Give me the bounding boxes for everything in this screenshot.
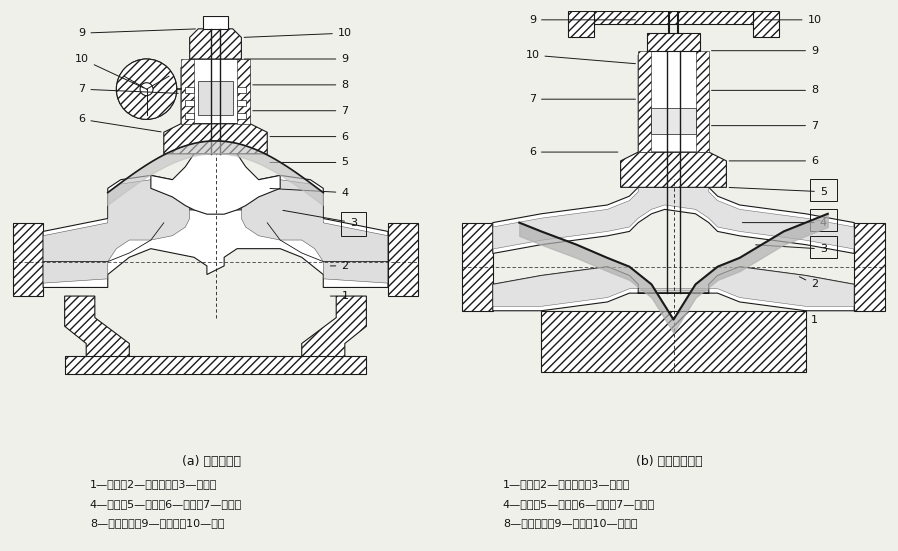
Polygon shape <box>541 311 806 372</box>
Bar <box>810 209 837 231</box>
Polygon shape <box>753 11 779 37</box>
Text: 4—螺钉；5—阀盖；6—阀瓣；7—阀杆；: 4—螺钉；5—阀盖；6—阀瓣；7—阀杆； <box>503 499 656 509</box>
Polygon shape <box>696 51 709 152</box>
Text: (b) 直通式隔膜阀: (b) 直通式隔膜阀 <box>636 455 702 468</box>
Text: 3: 3 <box>283 210 357 228</box>
Polygon shape <box>493 267 854 311</box>
Bar <box>810 179 837 201</box>
Text: (a) 堰式隔膜阀: (a) 堰式隔膜阀 <box>181 455 241 468</box>
Bar <box>185 87 194 94</box>
Polygon shape <box>189 29 242 59</box>
Polygon shape <box>181 59 194 123</box>
Polygon shape <box>198 80 233 115</box>
Text: 7: 7 <box>252 106 348 116</box>
Polygon shape <box>43 180 189 283</box>
Text: 10: 10 <box>244 28 352 38</box>
Text: 4: 4 <box>270 188 348 198</box>
Bar <box>237 100 246 106</box>
Polygon shape <box>638 51 651 152</box>
Text: 8: 8 <box>252 80 348 90</box>
Polygon shape <box>108 141 323 206</box>
Polygon shape <box>854 223 885 311</box>
Text: 9: 9 <box>78 28 196 38</box>
Text: 9: 9 <box>711 46 818 56</box>
Polygon shape <box>181 59 250 123</box>
Bar <box>185 113 194 120</box>
Text: 6: 6 <box>270 132 348 142</box>
Polygon shape <box>302 296 366 361</box>
Text: 9: 9 <box>529 15 636 25</box>
Text: 1—阀体；2—阀体衬里；3—隔膜；: 1—阀体；2—阀体衬里；3—隔膜； <box>503 479 630 489</box>
Polygon shape <box>13 223 43 296</box>
Polygon shape <box>585 11 762 24</box>
Polygon shape <box>493 183 854 249</box>
Polygon shape <box>65 356 366 374</box>
Text: 7: 7 <box>711 121 818 131</box>
Polygon shape <box>237 59 250 123</box>
Text: 1: 1 <box>330 291 348 301</box>
Polygon shape <box>65 296 129 361</box>
Polygon shape <box>151 145 280 214</box>
Polygon shape <box>621 152 726 187</box>
Polygon shape <box>163 123 268 154</box>
Polygon shape <box>651 108 696 134</box>
Text: 7: 7 <box>529 94 636 104</box>
Circle shape <box>140 83 153 96</box>
Text: 6: 6 <box>729 156 818 166</box>
Polygon shape <box>388 223 418 296</box>
Polygon shape <box>242 180 388 283</box>
Text: 10: 10 <box>75 54 144 88</box>
Polygon shape <box>493 179 854 253</box>
Text: 10: 10 <box>764 15 822 25</box>
Bar <box>810 236 837 258</box>
Polygon shape <box>43 175 388 288</box>
Text: 8: 8 <box>711 85 818 95</box>
Polygon shape <box>203 16 228 29</box>
Polygon shape <box>493 267 854 306</box>
Text: 4—螺钉；5—阀盖；6—阀瓣；7—阀体；: 4—螺钉；5—阀盖；6—阀瓣；7—阀体； <box>90 499 242 509</box>
Circle shape <box>117 59 177 120</box>
Text: 5: 5 <box>729 187 827 197</box>
Text: 2: 2 <box>330 261 348 271</box>
Text: 5: 5 <box>270 158 348 168</box>
Text: 1: 1 <box>806 311 818 325</box>
Polygon shape <box>462 223 493 311</box>
Circle shape <box>117 59 177 120</box>
Polygon shape <box>568 11 594 37</box>
Bar <box>185 100 194 106</box>
Text: 10: 10 <box>525 50 636 64</box>
Text: 7: 7 <box>78 84 179 94</box>
Text: 6: 6 <box>529 147 618 157</box>
Polygon shape <box>638 51 709 152</box>
Text: 2: 2 <box>799 277 818 289</box>
Text: 3: 3 <box>755 244 827 254</box>
Text: 4: 4 <box>743 218 827 228</box>
Text: 1—阀体；2—阀体衬里；3—隔膜；: 1—阀体；2—阀体衬里；3—隔膜； <box>90 479 217 489</box>
Text: 6: 6 <box>78 115 161 132</box>
Bar <box>237 87 246 94</box>
Text: 8—阀杆螺母；9—手轮；10—指示器: 8—阀杆螺母；9—手轮；10—指示器 <box>503 518 638 528</box>
Text: 8—阀杆螺母；9—指示器；10—手轮: 8—阀杆螺母；9—指示器；10—手轮 <box>90 518 224 528</box>
Polygon shape <box>647 33 700 51</box>
Text: 9: 9 <box>244 54 348 64</box>
Bar <box>237 113 246 120</box>
Bar <box>340 212 366 236</box>
